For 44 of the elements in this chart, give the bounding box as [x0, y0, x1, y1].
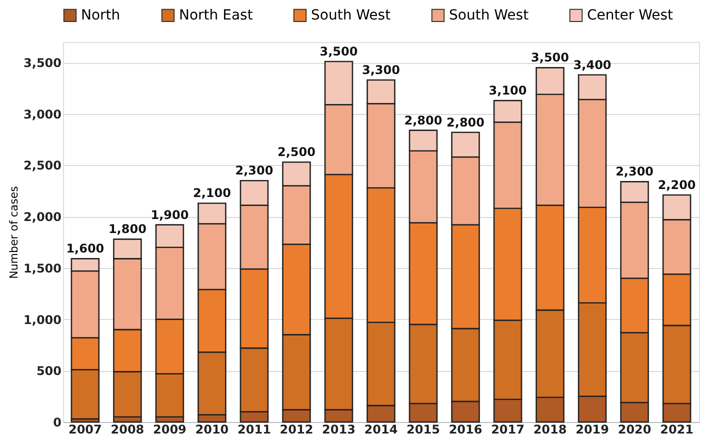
x-tick-label: 2017 [491, 422, 524, 436]
x-tick-label: 2019 [576, 422, 609, 436]
annotation: 1,600 [66, 242, 104, 256]
annotation: 2,500 [277, 145, 316, 160]
y-tick-label: 2,000 [24, 210, 62, 224]
x-tick-label: 2010 [195, 422, 229, 436]
annotation: 3,500 [531, 50, 570, 65]
annotation: 2,200 [658, 178, 696, 192]
x-tick-label: 2007 [68, 422, 102, 436]
x-tick-label: 2021 [660, 422, 694, 436]
annotation: 2,800 [446, 115, 485, 130]
y-tick-label: 3,500 [24, 56, 62, 70]
y-tick-label: 2,500 [24, 158, 62, 173]
x-tick-label: 2016 [448, 422, 482, 436]
annotation: 2,300 [616, 164, 654, 179]
x-tick-label: 2020 [618, 422, 652, 436]
annotation: 2,300 [235, 164, 274, 178]
x-tick-label: 2015 [406, 422, 440, 436]
x-tick-label: 2014 [364, 422, 398, 436]
legend-label: North [81, 7, 120, 24]
y-tick-label: 3,000 [24, 107, 62, 122]
x-tick-label: 2011 [238, 422, 271, 436]
legend-label: North East [179, 7, 254, 24]
x-tick-label: 2018 [533, 422, 567, 436]
legend-label: South West [449, 7, 530, 24]
legend-label: Center West [587, 7, 674, 24]
x-tick-label: 2013 [322, 422, 356, 436]
y-tick-label: 500 [36, 364, 62, 378]
legend-label: South West [311, 7, 392, 24]
annotation: 3,500 [320, 44, 358, 59]
y-tick-label: 1,500 [24, 261, 62, 276]
annotation: 3,100 [488, 84, 527, 98]
y-tick-label: 0 [53, 416, 62, 430]
annotation: 2,800 [404, 113, 442, 128]
x-tick-label: 2008 [110, 422, 144, 436]
y-tick-label: 1,000 [24, 312, 62, 327]
annotation: 2,100 [192, 186, 231, 200]
x-tick-label: 2012 [280, 422, 314, 436]
x-tick-label: 2009 [153, 422, 186, 436]
y-axis-title: Number of cases [8, 186, 21, 279]
annotation: 1,900 [150, 208, 189, 222]
annotation: 3,300 [362, 63, 400, 77]
annotation: 3,400 [573, 58, 612, 72]
annotation: 1,800 [108, 222, 146, 236]
